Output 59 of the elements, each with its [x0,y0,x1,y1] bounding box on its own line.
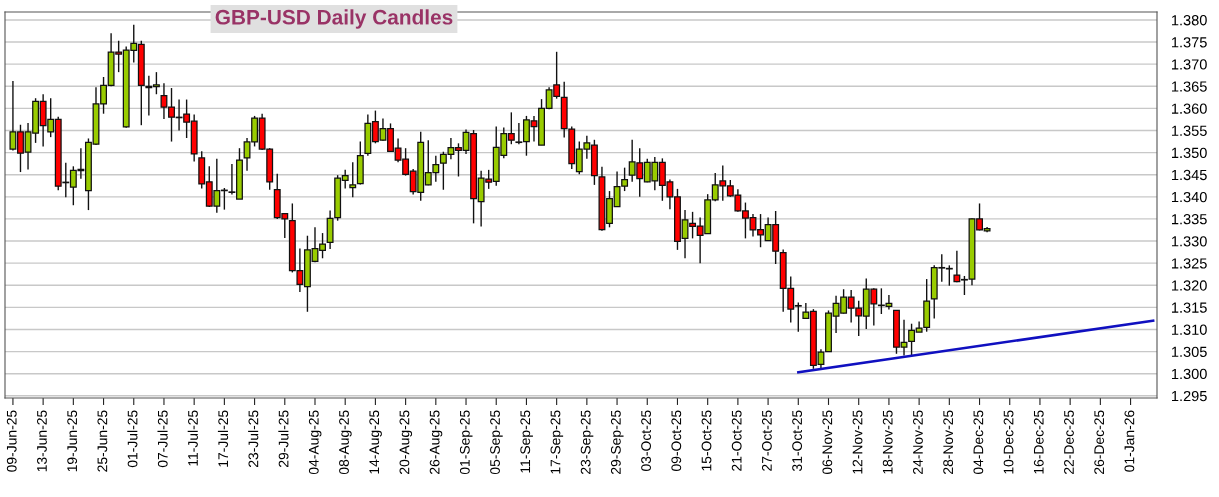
y-tick-label: 1.370 [1172,59,1207,70]
x-tick-label: 15-Oct-25 [701,410,712,471]
x-tick-label: 04-Aug-25 [308,410,322,475]
x-tick-label: 16-Dec-25 [1033,410,1044,474]
x-tick-label: 27-Oct-25 [761,410,772,471]
x-tick-label: 17-Jul-25 [217,410,229,467]
x-tick-label: 11-Sep-25 [520,410,533,473]
x-tick-label: 08-Aug-25 [339,410,352,475]
x-tick-label: 31-Oct-25 [792,410,803,472]
y-tick-label: 1.345 [1172,169,1207,181]
x-tick-label: 19-Jun-25 [67,410,78,472]
x-tick-label: 18-Nov-25 [882,410,893,474]
x-tick-label: 06-Nov-25 [822,410,833,475]
x-tick-label: 07-Jul-25 [157,410,168,468]
x-tick-label: 25-Jun-25 [97,410,108,472]
x-tick-label: 01-Sep-25 [459,410,473,475]
x-tick-label: 21-Oct-25 [731,410,742,471]
y-tick-label: 1.315 [1172,302,1207,313]
y-tick-label: 1.295 [1172,390,1207,402]
x-tick-label: 22-Dec-25 [1064,410,1074,474]
x-tick-label: 01-Jul-25 [127,410,138,468]
y-tick-label: 1.325 [1172,258,1207,269]
x-tick-label: 03-Oct-25 [641,410,651,472]
x-tick-label: 11-Jul-25 [187,410,198,466]
x-tick-label: 29-Sep-25 [610,410,624,474]
x-tick-label: 29-Jul-25 [278,410,289,467]
chart-title: GBP-USD Daily Candles [215,9,453,29]
y-tick-label: 1.365 [1172,81,1207,92]
x-tick-label: 14-Aug-25 [369,410,382,474]
candlestick [326,209,334,250]
y-tick-label: 1.310 [1172,324,1207,335]
x-tick-label: 23-Sep-25 [580,410,594,474]
y-tick-label: 1.340 [1172,191,1207,203]
y-tick-label: 1.350 [1172,147,1207,159]
y-tick-label: 1.375 [1172,37,1207,48]
x-tick-label: 09-Jun-25 [6,410,17,472]
x-tick-label: 10-Dec-25 [1003,410,1014,474]
x-tick-label: 26-Aug-25 [429,410,443,474]
x-tick-label: 01-Jan-26 [1124,410,1135,472]
x-tick-label: 04-Dec-25 [973,410,984,475]
x-tick-label: 23-Jul-25 [248,410,259,467]
x-tick-label: 24-Nov-25 [913,410,923,474]
x-tick-label: 13-Jun-25 [37,410,47,472]
x-tick-label: 05-Sep-25 [490,410,503,475]
y-tick-label: 1.320 [1172,280,1207,291]
y-tick-label: 1.300 [1172,368,1207,380]
x-tick-label: 09-Oct-25 [671,410,682,472]
x-tick-label: 17-Sep-25 [550,410,564,474]
y-tick-label: 1.360 [1172,103,1207,114]
y-tick-label: 1.355 [1172,125,1207,136]
x-tick-label: 12-Nov-25 [852,410,863,474]
candlestick [349,161,357,198]
x-tick-label: 20-Aug-25 [399,410,413,474]
y-tick-label: 1.330 [1172,236,1207,247]
x-tick-label: 28-Nov-25 [943,410,954,474]
y-tick-label: 1.380 [1172,15,1207,26]
y-tick-label: 1.305 [1172,346,1207,357]
x-tick-label: 26-Dec-25 [1094,410,1105,474]
y-tick-label: 1.335 [1172,214,1207,225]
